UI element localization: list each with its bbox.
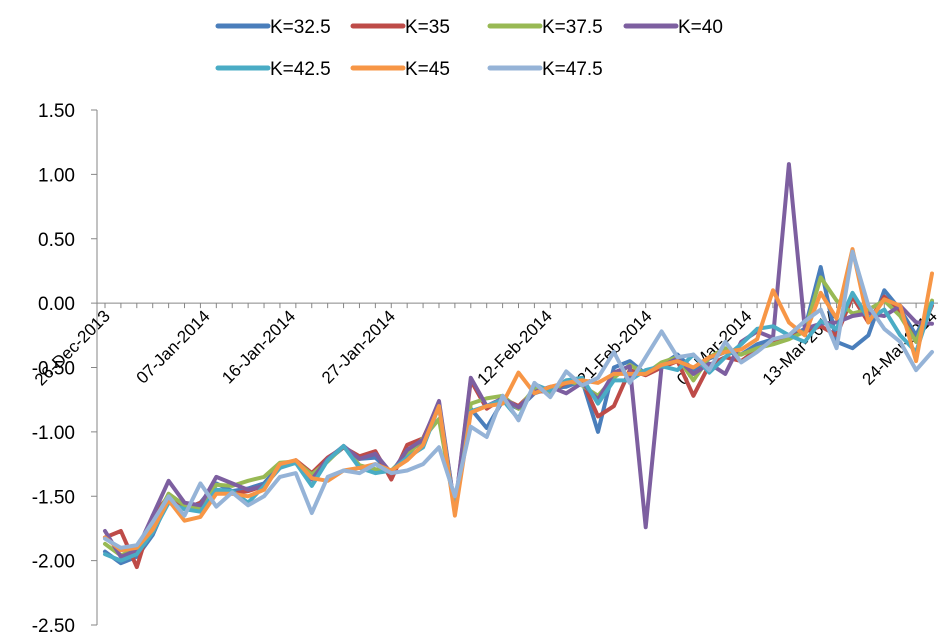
legend-label: K=45: [405, 59, 450, 80]
legend-label: K=35: [405, 17, 450, 38]
y-tick-label: -0.50: [32, 359, 75, 380]
x-tick-label: 27-Jan-2014: [318, 307, 399, 388]
series-line-k-40: [103, 162, 934, 559]
y-tick-label: 0.50: [38, 230, 75, 251]
legend-label: K=37.5: [542, 17, 603, 38]
y-tick-label: -1.00: [32, 423, 75, 444]
x-tick-label: 16-Jan-2014: [218, 307, 299, 388]
x-tick-label: 07-Jan-2014: [133, 307, 214, 388]
y-tick-label: -1.50: [32, 487, 75, 508]
y-tick-label: 0.00: [38, 294, 75, 315]
y-tick-label: 1.50: [38, 101, 75, 122]
y-tick-label: -2.50: [32, 616, 75, 637]
legend-label: K=47.5: [542, 59, 603, 80]
y-tick-label: -2.00: [32, 552, 75, 573]
legend: K=32.5 K=35 K=37.5 K=40 K=42.5 K=45 K=47.5: [215, 17, 723, 80]
series-lines: [103, 162, 934, 570]
legend-label: K=42.5: [270, 59, 331, 80]
y-tick-label: 1.00: [38, 165, 75, 186]
series-line-k-45: [103, 247, 934, 553]
x-tick-label: 13-Mar-2014: [759, 307, 841, 389]
y-axis: 1.50 1.00 0.50 0.00 -0.50 -1.00 -1.50 -2.00 -2.5…: [32, 101, 98, 637]
legend-label: K=40: [678, 17, 723, 38]
legend-label: K=32.5: [270, 17, 331, 38]
series-line-k-47-5: [103, 249, 934, 550]
